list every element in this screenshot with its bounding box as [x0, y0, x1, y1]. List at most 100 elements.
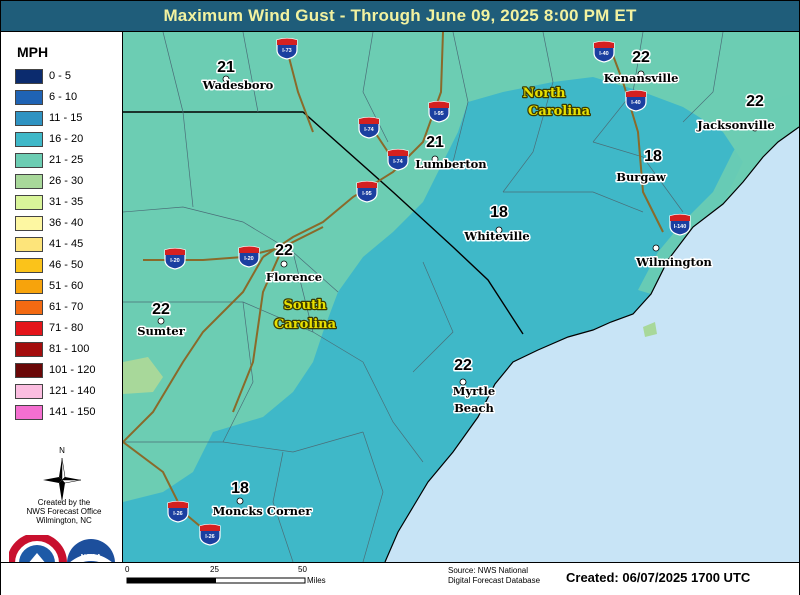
city-dot-icon	[222, 75, 230, 83]
state-label-sc-1: South	[284, 298, 328, 313]
city-dot-icon	[236, 497, 244, 505]
interstate-shield-icon: I-20	[238, 245, 260, 268]
state-label-nc-1: North	[523, 86, 566, 101]
legend-swatch	[15, 68, 43, 84]
interstate-shield-icon: I-20	[164, 247, 186, 270]
city-dot-icon	[637, 70, 645, 78]
wind-zone-21-25-coast	[638, 92, 799, 294]
city-marker[interactable]: 22 Sumter	[136, 300, 187, 340]
gust-value: 21	[217, 59, 235, 76]
footer-bar: 0 25 50 Miles Source: NWS National Digit…	[1, 562, 799, 595]
legend-swatch	[15, 320, 43, 336]
gust-value: 21	[426, 134, 444, 151]
map-canvas: I-73 I-40 I-40 I-95 I-95 I-74 I-74 I-20 I-20 I-14…	[123, 32, 799, 562]
wind-zone-26-30-b	[643, 322, 657, 337]
legend-swatch	[15, 89, 43, 105]
legend-label: 36 - 40	[49, 217, 84, 229]
gust-value: 22	[746, 93, 764, 110]
svg-text:NOAA: NOAA	[81, 554, 102, 561]
legend-label: 0 - 5	[49, 70, 72, 82]
legend-swatch	[15, 152, 43, 168]
wind-zone-26-30-a	[123, 357, 163, 394]
interstate-label: I-40	[599, 51, 608, 57]
coastline	[384, 126, 799, 562]
city-name: Wilmington	[635, 255, 712, 269]
city-marker[interactable]: Beach	[453, 400, 496, 417]
legend-swatch	[15, 383, 43, 399]
city-name: Jacksonville	[696, 118, 774, 132]
legend-label: 6 - 10	[49, 91, 78, 103]
interstate-shield-icon: I-26	[167, 500, 189, 523]
legend-swatch	[15, 362, 43, 378]
state-border	[123, 111, 524, 335]
legend-panel: MPH N Created by the NWS Forecast Office…	[1, 32, 123, 591]
city-dot-icon	[751, 124, 759, 132]
gust-value: 22	[454, 357, 472, 374]
interstate-shield-icon: I-95	[356, 180, 378, 203]
legend-item: 6 - 10	[15, 89, 77, 105]
interstate-label: I-95	[362, 191, 371, 197]
city-marker[interactable]: 21 Wadesboro	[200, 58, 275, 94]
interstate-label: I-74	[393, 159, 403, 165]
state-label-nc-2: Carolina	[528, 104, 591, 119]
legend-swatch	[15, 215, 43, 231]
interstate-label: I-140	[674, 224, 687, 230]
map-area[interactable]: I-73 I-40 I-40 I-95 I-95 I-74 I-74 I-20 I-20 I-14…	[123, 32, 799, 562]
legend-label: 81 - 100	[49, 343, 90, 355]
interstate-shield-icon: I-40	[625, 89, 647, 112]
gust-value: 18	[231, 480, 249, 497]
city-name: Kenansville	[604, 71, 679, 85]
city-marker[interactable]: Wilmington	[634, 244, 714, 271]
north-arrow-icon: N	[43, 446, 82, 502]
city-dot-icon	[649, 173, 657, 181]
north-label: N	[59, 446, 65, 455]
scale-tick-50: 50	[298, 565, 307, 574]
legend-swatch	[15, 299, 43, 315]
legend-label: 26 - 30	[49, 175, 84, 187]
interstate-label: I-20	[244, 256, 253, 262]
legend-label: 31 - 35	[49, 196, 84, 208]
city-name: Florence	[266, 270, 322, 284]
legend-item: 11 - 15	[15, 110, 82, 126]
city-marker[interactable]: 22 Florence	[264, 241, 323, 286]
interstate-label: I-74	[364, 127, 374, 133]
gust-value: 22	[275, 242, 293, 259]
legend-item: 71 - 80	[15, 320, 83, 336]
interstate-shield-icon: I-73	[276, 37, 298, 60]
city-name: Lumberton	[415, 157, 487, 171]
legend-label: 121 - 140	[49, 385, 96, 397]
city-marker[interactable]: 22 Myrtle	[451, 356, 496, 400]
gust-value: 22	[152, 301, 170, 318]
interstate-shield-icon: I-40	[593, 40, 615, 63]
city-marker[interactable]: 22 Kenansville	[602, 48, 680, 87]
city-marker[interactable]: 18 Whiteville	[462, 203, 531, 245]
county-lines	[123, 32, 724, 562]
city-marker[interactable]: 18 Moncks Corner	[211, 479, 314, 520]
city-marker[interactable]: 22 Jacksonville	[695, 92, 776, 134]
gust-value: 18	[490, 204, 508, 221]
city-marker[interactable]: 21 Lumberton	[414, 133, 489, 173]
legend-label: 46 - 50	[49, 259, 84, 271]
legend-item: 0 - 5	[15, 68, 71, 84]
legend-label: 61 - 70	[49, 301, 84, 313]
interstate-label: I-20	[170, 258, 179, 264]
city-dot-icon	[431, 155, 439, 163]
legend-label: 16 - 20	[49, 133, 84, 145]
legend-swatch	[15, 131, 43, 147]
legend-unit: MPH	[17, 44, 49, 60]
legend-item: 31 - 35	[15, 194, 83, 210]
legend-swatch	[15, 110, 43, 126]
scale-tick-0: 0	[125, 565, 130, 574]
legend-item: 36 - 40	[15, 215, 83, 231]
city-marker[interactable]: 18 Burgaw	[615, 147, 669, 186]
city-dot-icon	[280, 260, 288, 268]
scale-unit: Miles	[307, 576, 326, 585]
created-timestamp: Created: 06/07/2025 1700 UTC	[566, 570, 751, 585]
interstate-label: I-26	[205, 534, 214, 540]
interstate-shield-icon: I-74	[387, 148, 409, 171]
legend-item: 46 - 50	[15, 257, 83, 273]
city-name: Burgaw	[616, 170, 667, 184]
city-name: Wadesboro	[202, 78, 274, 92]
credit-line-2: NWS Forecast Office	[26, 507, 102, 516]
legend-label: 141 - 150	[49, 406, 96, 418]
